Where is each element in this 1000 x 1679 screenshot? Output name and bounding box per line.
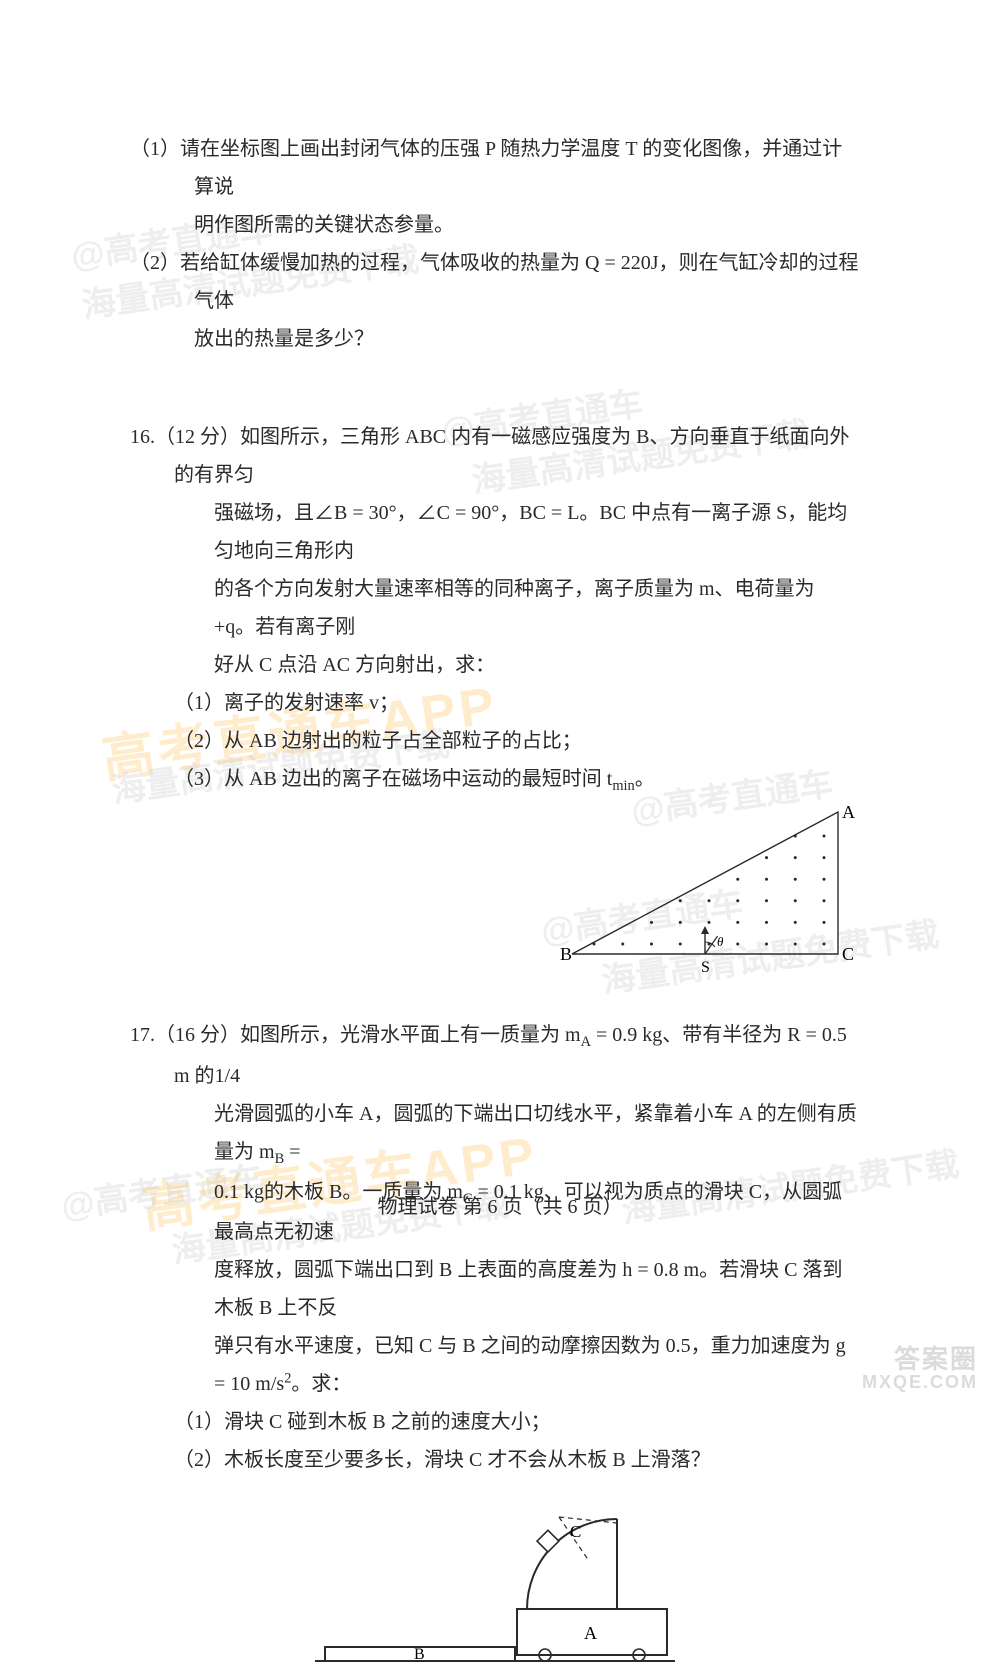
q16-s3-end: 。 — [635, 768, 655, 790]
q15-sub2-line2: 放出的热量是多少？ — [130, 320, 860, 358]
q15-subparts: （1）请在坐标图上画出封闭气体的压强 P 随热力学温度 T 的变化图像，并通过计… — [130, 130, 860, 358]
svg-text:C: C — [842, 944, 854, 964]
q16-s3: （3）从 AB 边出的离子在磁场中运动的最短时间 tmin。 — [130, 760, 860, 800]
q17-mB-sub: B — [275, 1151, 285, 1167]
q17-l5b: 。求： — [291, 1373, 351, 1395]
q16-stem-l1: 16.（12 分）如图所示，三角形 ABC 内有一磁感应强度为 B、方向垂直于纸… — [130, 418, 860, 494]
q17-l2b: = — [284, 1141, 300, 1163]
q16-figure-row: θS B C A — [130, 804, 860, 974]
q17-l1a: 17.（16 分）如图所示，光滑水平面上有一质量为 m — [130, 1024, 581, 1046]
q16-s2: （2）从 AB 边射出的粒子占全部粒子的占比； — [130, 722, 860, 760]
q16-stem-l2: 强磁场，且∠B = 30°，∠C = 90°，BC = L。BC 中点有一离子源… — [130, 494, 860, 570]
q16-s1: （1）离子的发射速率 v； — [130, 684, 860, 722]
corner-logo: 答案圈 MXQE.COM — [862, 1346, 978, 1392]
q16-stem-l4: 好从 C 点沿 AC 方向射出，求： — [130, 646, 860, 684]
q17-s2: （2）木板长度至少要多长，滑块 C 才不会从木板 B 上滑落？ — [130, 1441, 860, 1479]
q15-sub1-line1: （1）请在坐标图上画出封闭气体的压强 P 随热力学温度 T 的变化图像，并通过计… — [130, 130, 860, 206]
q17-figure: B A C — [305, 1489, 685, 1679]
q16-stem-l3: 的各个方向发射大量速率相等的同种离子，离子质量为 m、电荷量为 +q。若有离子刚 — [130, 570, 860, 646]
q17-l2a: 光滑圆弧的小车 A，圆弧的下端出口切线水平，紧靠着小车 A 的左侧有质量为 m — [214, 1103, 857, 1163]
svg-text:B: B — [560, 944, 572, 964]
corner-logo-l2: MXQE.COM — [862, 1373, 978, 1392]
svg-text:A: A — [584, 1623, 597, 1643]
svg-text:C: C — [570, 1523, 581, 1542]
q17-l4: 度释放，圆弧下端出口到 B 上表面的高度差为 h = 0.8 m。若滑块 C 落… — [130, 1251, 860, 1327]
page-content: （1）请在坐标图上画出封闭气体的压强 P 随热力学温度 T 的变化图像，并通过计… — [130, 130, 860, 1679]
svg-text:θ: θ — [717, 934, 724, 949]
q16-figure: θS B C A — [560, 804, 860, 974]
q15-sub1-line2: 明作图所需的关键状态参量。 — [130, 206, 860, 244]
q16-subparts: （1）离子的发射速率 v； （2）从 AB 边射出的粒子占全部粒子的占比； （3… — [130, 684, 860, 800]
q17-l1: 17.（16 分）如图所示，光滑水平面上有一质量为 mA = 0.9 kg、带有… — [130, 1016, 860, 1094]
q17-mA-sub: A — [581, 1034, 591, 1050]
q17-subparts: （1）滑块 C 碰到木板 B 之前的速度大小； （2）木板长度至少要多长，滑块 … — [130, 1403, 860, 1479]
q17-s1: （1）滑块 C 碰到木板 B 之前的速度大小； — [130, 1403, 860, 1441]
q17-figure-row: B A C — [130, 1489, 860, 1679]
corner-logo-l1: 答案圈 — [862, 1346, 978, 1373]
q17-l5: 弹只有水平速度，已知 C 与 B 之间的动摩擦因数为 0.5，重力加速度为 g … — [130, 1327, 860, 1403]
svg-text:S: S — [701, 959, 710, 974]
q16: 16.（12 分）如图所示，三角形 ABC 内有一磁感应强度为 B、方向垂直于纸… — [130, 418, 860, 684]
q16-s3-text: （3）从 AB 边出的离子在磁场中运动的最短时间 t — [174, 768, 612, 790]
svg-text:B: B — [414, 1646, 425, 1663]
page-footer: 物理试卷 第 6 页（共 6 页） — [0, 1190, 1000, 1219]
svg-text:A: A — [842, 804, 855, 822]
q15-sub2-line1: （2）若给缸体缓慢加热的过程，气体吸收的热量为 Q = 220J，则在气缸冷却的… — [130, 244, 860, 320]
q16-s3-sub: min — [612, 778, 634, 794]
q17-l2: 光滑圆弧的小车 A，圆弧的下端出口切线水平，紧靠着小车 A 的左侧有质量为 mB… — [130, 1095, 860, 1173]
